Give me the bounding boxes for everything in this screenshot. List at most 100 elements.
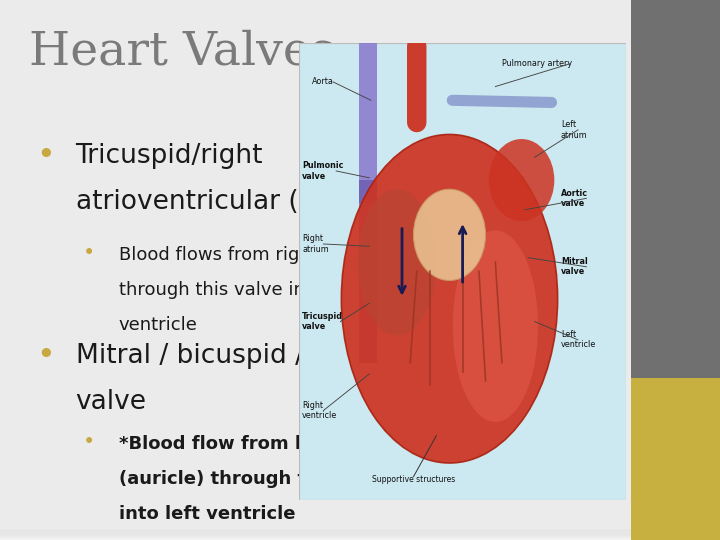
Bar xyxy=(0,530,631,536)
Bar xyxy=(0,531,631,536)
Bar xyxy=(0,531,631,536)
Bar xyxy=(0,530,631,535)
Bar xyxy=(0,532,631,537)
Bar xyxy=(0,529,631,535)
Bar xyxy=(0,533,631,538)
Bar xyxy=(0,531,631,536)
Bar xyxy=(0,530,631,535)
Bar xyxy=(0,534,631,539)
Text: Left
atrium: Left atrium xyxy=(561,120,588,140)
Bar xyxy=(0,531,631,537)
Bar xyxy=(0,534,631,539)
Bar xyxy=(0,531,631,536)
Bar xyxy=(0,532,631,537)
Bar xyxy=(0,533,631,538)
Bar xyxy=(0,534,631,539)
Text: Right
ventricle: Right ventricle xyxy=(302,401,338,420)
Bar xyxy=(0,531,631,537)
Bar xyxy=(0,530,631,535)
Bar xyxy=(0,531,631,536)
Bar xyxy=(0,532,631,538)
Bar xyxy=(0,530,631,536)
Bar xyxy=(0,531,631,537)
Text: Mitral
valve: Mitral valve xyxy=(561,257,588,276)
Bar xyxy=(0,532,631,537)
Bar xyxy=(0,533,631,538)
Bar xyxy=(0,532,631,538)
Bar xyxy=(0,531,631,536)
Bar xyxy=(0,535,631,540)
Bar xyxy=(0,531,631,537)
Bar xyxy=(0,533,631,538)
Bar xyxy=(0,532,631,538)
Ellipse shape xyxy=(358,189,436,335)
Bar xyxy=(0,530,631,536)
Bar xyxy=(0,534,631,539)
Bar xyxy=(0,534,631,539)
Bar xyxy=(0,530,631,536)
Bar xyxy=(0,532,631,537)
Bar xyxy=(0,531,631,537)
Bar xyxy=(0,535,631,540)
FancyArrowPatch shape xyxy=(452,100,552,103)
Bar xyxy=(359,180,377,363)
Bar xyxy=(0,534,631,539)
Bar xyxy=(0,529,631,535)
Bar xyxy=(0,531,631,536)
Bar xyxy=(0,530,631,535)
Bar xyxy=(0,533,631,538)
Text: Left
ventricle: Left ventricle xyxy=(561,330,596,349)
Bar xyxy=(0,534,631,539)
Text: Aortic
valve: Aortic valve xyxy=(561,188,588,208)
Bar xyxy=(0,532,631,537)
Bar xyxy=(0,535,631,540)
Bar xyxy=(0,532,631,537)
Text: Pulmonary artery: Pulmonary artery xyxy=(502,59,572,68)
Bar xyxy=(0,532,631,538)
Bar xyxy=(359,43,377,203)
Bar xyxy=(0,535,631,540)
Text: Pulmonic
valve: Pulmonic valve xyxy=(302,161,343,181)
Text: •: • xyxy=(36,140,55,171)
Bar xyxy=(0,530,631,536)
Bar xyxy=(0,532,631,537)
Bar xyxy=(0,534,631,539)
Bar xyxy=(0,529,631,535)
Ellipse shape xyxy=(341,134,557,463)
Bar xyxy=(0,529,631,535)
Text: Blood flows from right atrium: Blood flows from right atrium xyxy=(119,246,383,264)
Bar xyxy=(0,531,631,537)
Text: Right
atrium: Right atrium xyxy=(302,234,329,254)
Text: Aorta: Aorta xyxy=(312,77,334,86)
Text: •: • xyxy=(83,243,95,263)
Bar xyxy=(0,530,631,536)
Bar xyxy=(0,531,631,536)
Bar xyxy=(0,532,631,538)
Bar xyxy=(0,532,631,537)
Ellipse shape xyxy=(413,189,485,280)
Bar xyxy=(0,534,631,539)
Bar xyxy=(0,531,631,537)
Bar xyxy=(0,534,631,539)
Bar xyxy=(0,531,631,537)
Bar xyxy=(0,533,631,538)
Ellipse shape xyxy=(489,139,554,221)
Bar xyxy=(0,532,631,538)
Bar xyxy=(0,535,631,540)
Bar xyxy=(0,532,631,538)
Text: atrioventricular (AV) valve: atrioventricular (AV) valve xyxy=(76,189,422,215)
Bar xyxy=(631,378,720,540)
Bar xyxy=(0,534,631,539)
Bar xyxy=(0,534,631,539)
Bar xyxy=(0,533,631,538)
Bar xyxy=(0,534,631,539)
Bar xyxy=(631,0,720,540)
Bar xyxy=(0,530,631,535)
Bar xyxy=(0,531,631,536)
Bar xyxy=(0,534,631,539)
Bar xyxy=(0,530,631,536)
Text: •: • xyxy=(83,432,95,452)
Bar xyxy=(0,534,631,539)
Bar xyxy=(0,531,631,537)
Bar xyxy=(0,531,631,537)
